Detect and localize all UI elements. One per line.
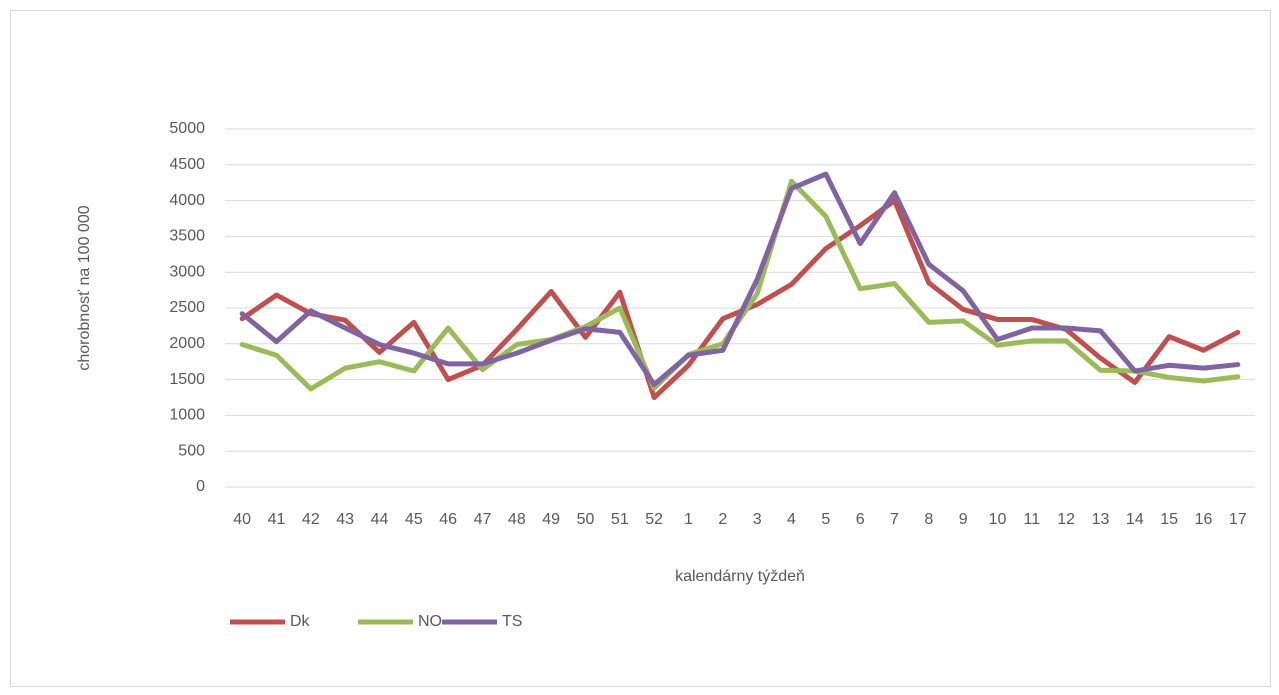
x-tick-label: 40: [233, 511, 251, 528]
x-tick-label: 51: [611, 511, 629, 528]
y-tick-label: 500: [178, 442, 205, 459]
x-tick-label: 13: [1092, 511, 1110, 528]
y-tick-label: 2000: [169, 335, 205, 352]
x-tick-label: 52: [645, 511, 663, 528]
x-tick-label: 2: [718, 511, 727, 528]
x-tick-label: 50: [577, 511, 595, 528]
y-tick-label: 0: [196, 478, 205, 495]
x-tick-label: 11: [1024, 511, 1041, 528]
y-tick-label: 4500: [169, 156, 205, 173]
x-tick-label: 46: [439, 511, 457, 528]
x-tick-label: 47: [474, 511, 492, 528]
legend-label: Dk: [290, 613, 311, 630]
x-tick-label: 3: [753, 511, 762, 528]
y-tick-label: 4000: [169, 192, 205, 209]
x-tick-label: 16: [1195, 511, 1213, 528]
y-tick-label: 1000: [169, 407, 205, 424]
x-tick-label: 17: [1229, 511, 1247, 528]
x-tick-label: 9: [959, 511, 968, 528]
series-line: [239, 171, 1241, 388]
y-tick-label: 5000: [169, 120, 205, 137]
y-tick-label: 3000: [169, 263, 205, 280]
x-axis-label: kalendárny týždeň: [675, 568, 805, 585]
legend-label: TS: [502, 613, 522, 630]
x-tick-label: 5: [821, 511, 830, 528]
legend-label: NO: [418, 613, 442, 630]
y-axis-label: chorobnosť na 100 000: [76, 205, 93, 370]
x-tick-label: 49: [542, 511, 560, 528]
x-tick-label: 6: [856, 511, 865, 528]
x-tick-label: 7: [890, 511, 899, 528]
x-tick-label: 1: [684, 511, 693, 528]
x-tick-label: 10: [989, 511, 1007, 528]
y-tick-label: 1500: [169, 371, 205, 388]
x-tick-label: 48: [508, 511, 526, 528]
x-tick-label: 43: [336, 511, 354, 528]
x-tick-label: 8: [924, 511, 933, 528]
y-tick-label: 2500: [169, 299, 205, 316]
x-tick-label: 12: [1057, 511, 1075, 528]
x-tick-label: 42: [302, 511, 320, 528]
x-tick-label: 44: [371, 511, 389, 528]
x-tick-label: 14: [1126, 511, 1144, 528]
x-tick-label: 15: [1160, 511, 1178, 528]
x-tick-label: 45: [405, 511, 423, 528]
x-tick-label: 4: [787, 511, 796, 528]
y-tick-label: 3500: [169, 228, 205, 245]
x-tick-label: 41: [268, 511, 286, 528]
